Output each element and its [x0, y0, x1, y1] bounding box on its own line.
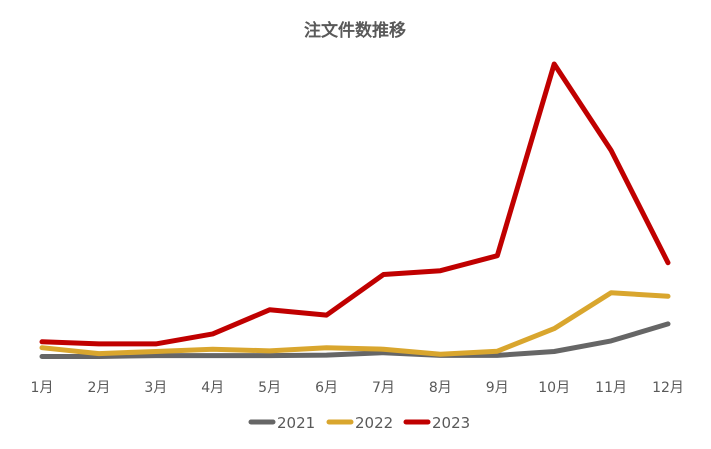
plot-area: [39, 61, 671, 359]
x-tick-label: 12月: [652, 380, 684, 396]
x-tick-label: 7月: [372, 380, 395, 396]
x-tick-label: 3月: [144, 380, 167, 396]
legend-label: 2023: [432, 414, 470, 432]
x-tick-label: 5月: [258, 380, 281, 396]
legend-item-2022: 2022: [326, 414, 393, 432]
x-tick-label: 2月: [87, 380, 110, 396]
x-tick-label: 9月: [486, 380, 509, 396]
legend: 2021 2022 2023: [248, 414, 470, 432]
series-line-2021: [39, 321, 671, 359]
x-tick-label: 1月: [31, 380, 54, 396]
x-tick-label: 6月: [315, 380, 338, 396]
chart-title: 注文件数推移: [304, 20, 406, 41]
legend-label: 2022: [355, 414, 393, 432]
legend-item-2023: 2023: [403, 414, 470, 432]
x-tick-label: 10月: [538, 380, 570, 396]
x-axis-ticks: 1月 2月 3月 4月 5月 6月 7月 8月 9月 10月 11月 12月: [31, 380, 684, 396]
series-line-2023: [39, 61, 671, 347]
legend-label: 2021: [277, 414, 315, 432]
legend-item-2021: 2021: [248, 414, 315, 432]
series-line-2022: [39, 290, 671, 357]
x-tick-label: 4月: [201, 380, 224, 396]
x-tick-label: 11月: [595, 380, 627, 396]
x-tick-label: 8月: [429, 380, 452, 396]
